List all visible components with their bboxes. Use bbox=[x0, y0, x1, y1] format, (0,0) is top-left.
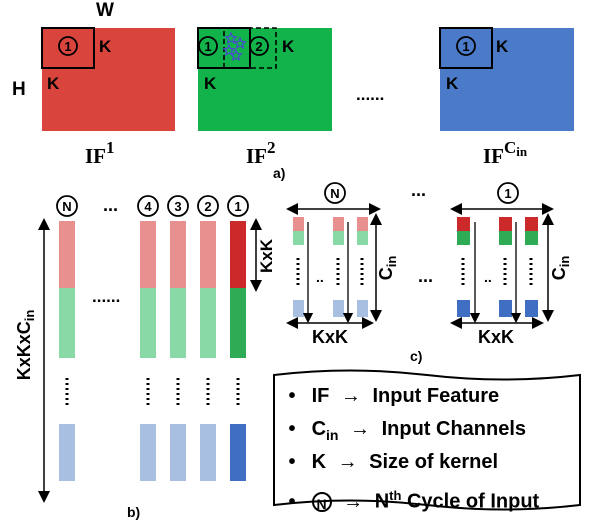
kernel-window-1 bbox=[439, 27, 493, 69]
kernel-window-1 bbox=[41, 27, 95, 69]
svg-text:4: 4 bbox=[144, 199, 152, 214]
window-number-badge bbox=[198, 36, 218, 56]
arrow-icon: → bbox=[343, 490, 364, 513]
window-number: 1 bbox=[462, 39, 469, 54]
column-1 bbox=[230, 221, 246, 481]
legend-item-if: • IF → Input Feature bbox=[288, 385, 500, 407]
svg-text:N: N bbox=[330, 186, 339, 201]
height-label: H bbox=[12, 79, 26, 100]
more-maps-ellipsis: ...... bbox=[356, 85, 384, 104]
column-segment-red bbox=[59, 221, 75, 288]
legend-item-cin: • Cin → Input Channels bbox=[288, 418, 527, 443]
width-label: W bbox=[96, 0, 114, 21]
kxk-label: KxK bbox=[257, 238, 276, 273]
svg-text:Cin: Cin bbox=[376, 256, 399, 281]
legend-item-k: • K → Size of kernel bbox=[288, 451, 499, 473]
kernel-width-label: K bbox=[99, 37, 112, 56]
column-4 bbox=[140, 221, 156, 481]
legend-item-n: • N → Nth Cycle of Input bbox=[288, 488, 540, 513]
circled-n-icon: N bbox=[311, 492, 332, 513]
column-3 bbox=[170, 221, 186, 481]
col-ellipsis: ... bbox=[103, 195, 118, 215]
arrow-icon: → bbox=[337, 451, 358, 473]
svg-text:..: .. bbox=[316, 269, 324, 285]
feature-map-2 bbox=[198, 28, 332, 131]
col-badge-3: 3 bbox=[167, 195, 189, 217]
svg-text:2: 2 bbox=[204, 199, 211, 214]
window-number-badge bbox=[456, 36, 476, 56]
kernel-width-label: K bbox=[496, 37, 509, 56]
window-number: 1 bbox=[204, 39, 211, 54]
col-badge-n: N bbox=[56, 195, 78, 217]
part-c-caption: c) bbox=[410, 348, 422, 364]
kernel-width-label: K bbox=[282, 37, 295, 56]
mid-ellipsis: ...... bbox=[92, 287, 120, 306]
part-b-caption: b) bbox=[127, 504, 140, 520]
window-number: 1 bbox=[64, 39, 71, 54]
kernel-window-2 bbox=[223, 27, 277, 69]
svg-text:1: 1 bbox=[504, 186, 511, 201]
legend: • IF → Input Feature • Cin → Input Chann… bbox=[278, 372, 578, 513]
svg-text:KxK: KxK bbox=[312, 327, 348, 347]
feature-map-label-2: IF2 bbox=[246, 138, 276, 168]
kernel-height-label: K bbox=[446, 74, 459, 93]
feature-map-1 bbox=[42, 28, 175, 131]
part-b: N ... 4 3 2 1 KxKxCin ...... bbox=[14, 195, 276, 520]
kernel-height-label: K bbox=[204, 74, 217, 93]
overlap-star-icons bbox=[222, 31, 247, 62]
part-a: W H 1 K K IF1 1 2 K K IF2 ...... bbox=[12, 0, 574, 181]
svg-text:1: 1 bbox=[234, 199, 241, 214]
arrow-icon: → bbox=[340, 385, 361, 407]
column-segment-green bbox=[59, 288, 75, 358]
group-ellipsis-mid: ... bbox=[418, 266, 433, 286]
arrow-icon: → bbox=[350, 418, 371, 440]
svg-text:Cin: Cin bbox=[549, 256, 572, 281]
window-number: 2 bbox=[255, 39, 262, 54]
group-n: N .. Cin KxK bbox=[286, 182, 399, 347]
column-segment-blue bbox=[59, 424, 75, 481]
svg-text:3: 3 bbox=[174, 199, 181, 214]
col-badge-2: 2 bbox=[197, 195, 219, 217]
window-number-badge bbox=[249, 36, 269, 56]
svg-text:KxK: KxK bbox=[478, 327, 514, 347]
part-a-caption: a) bbox=[273, 165, 285, 181]
feature-map-cin bbox=[440, 28, 574, 131]
feature-map-label-cin: IFCin bbox=[483, 138, 528, 168]
part-c: N .. Cin KxK ... ... bbox=[286, 180, 572, 364]
col-badge-1: 1 bbox=[227, 195, 249, 217]
column-2 bbox=[200, 221, 216, 481]
legend-box bbox=[273, 369, 581, 511]
column-n bbox=[59, 221, 75, 481]
group-1: 1 .. Cin KxK bbox=[450, 182, 572, 347]
feature-map-label-1: IF1 bbox=[85, 138, 115, 168]
group-ellipsis-top: ... bbox=[411, 180, 426, 200]
svg-text:N: N bbox=[62, 199, 71, 214]
window-number-badge bbox=[58, 36, 78, 56]
svg-text:..: .. bbox=[484, 269, 492, 285]
height-label: KxKxCin bbox=[14, 310, 37, 381]
col-badge-4: 4 bbox=[137, 195, 159, 217]
kernel-height-label: K bbox=[47, 74, 60, 93]
